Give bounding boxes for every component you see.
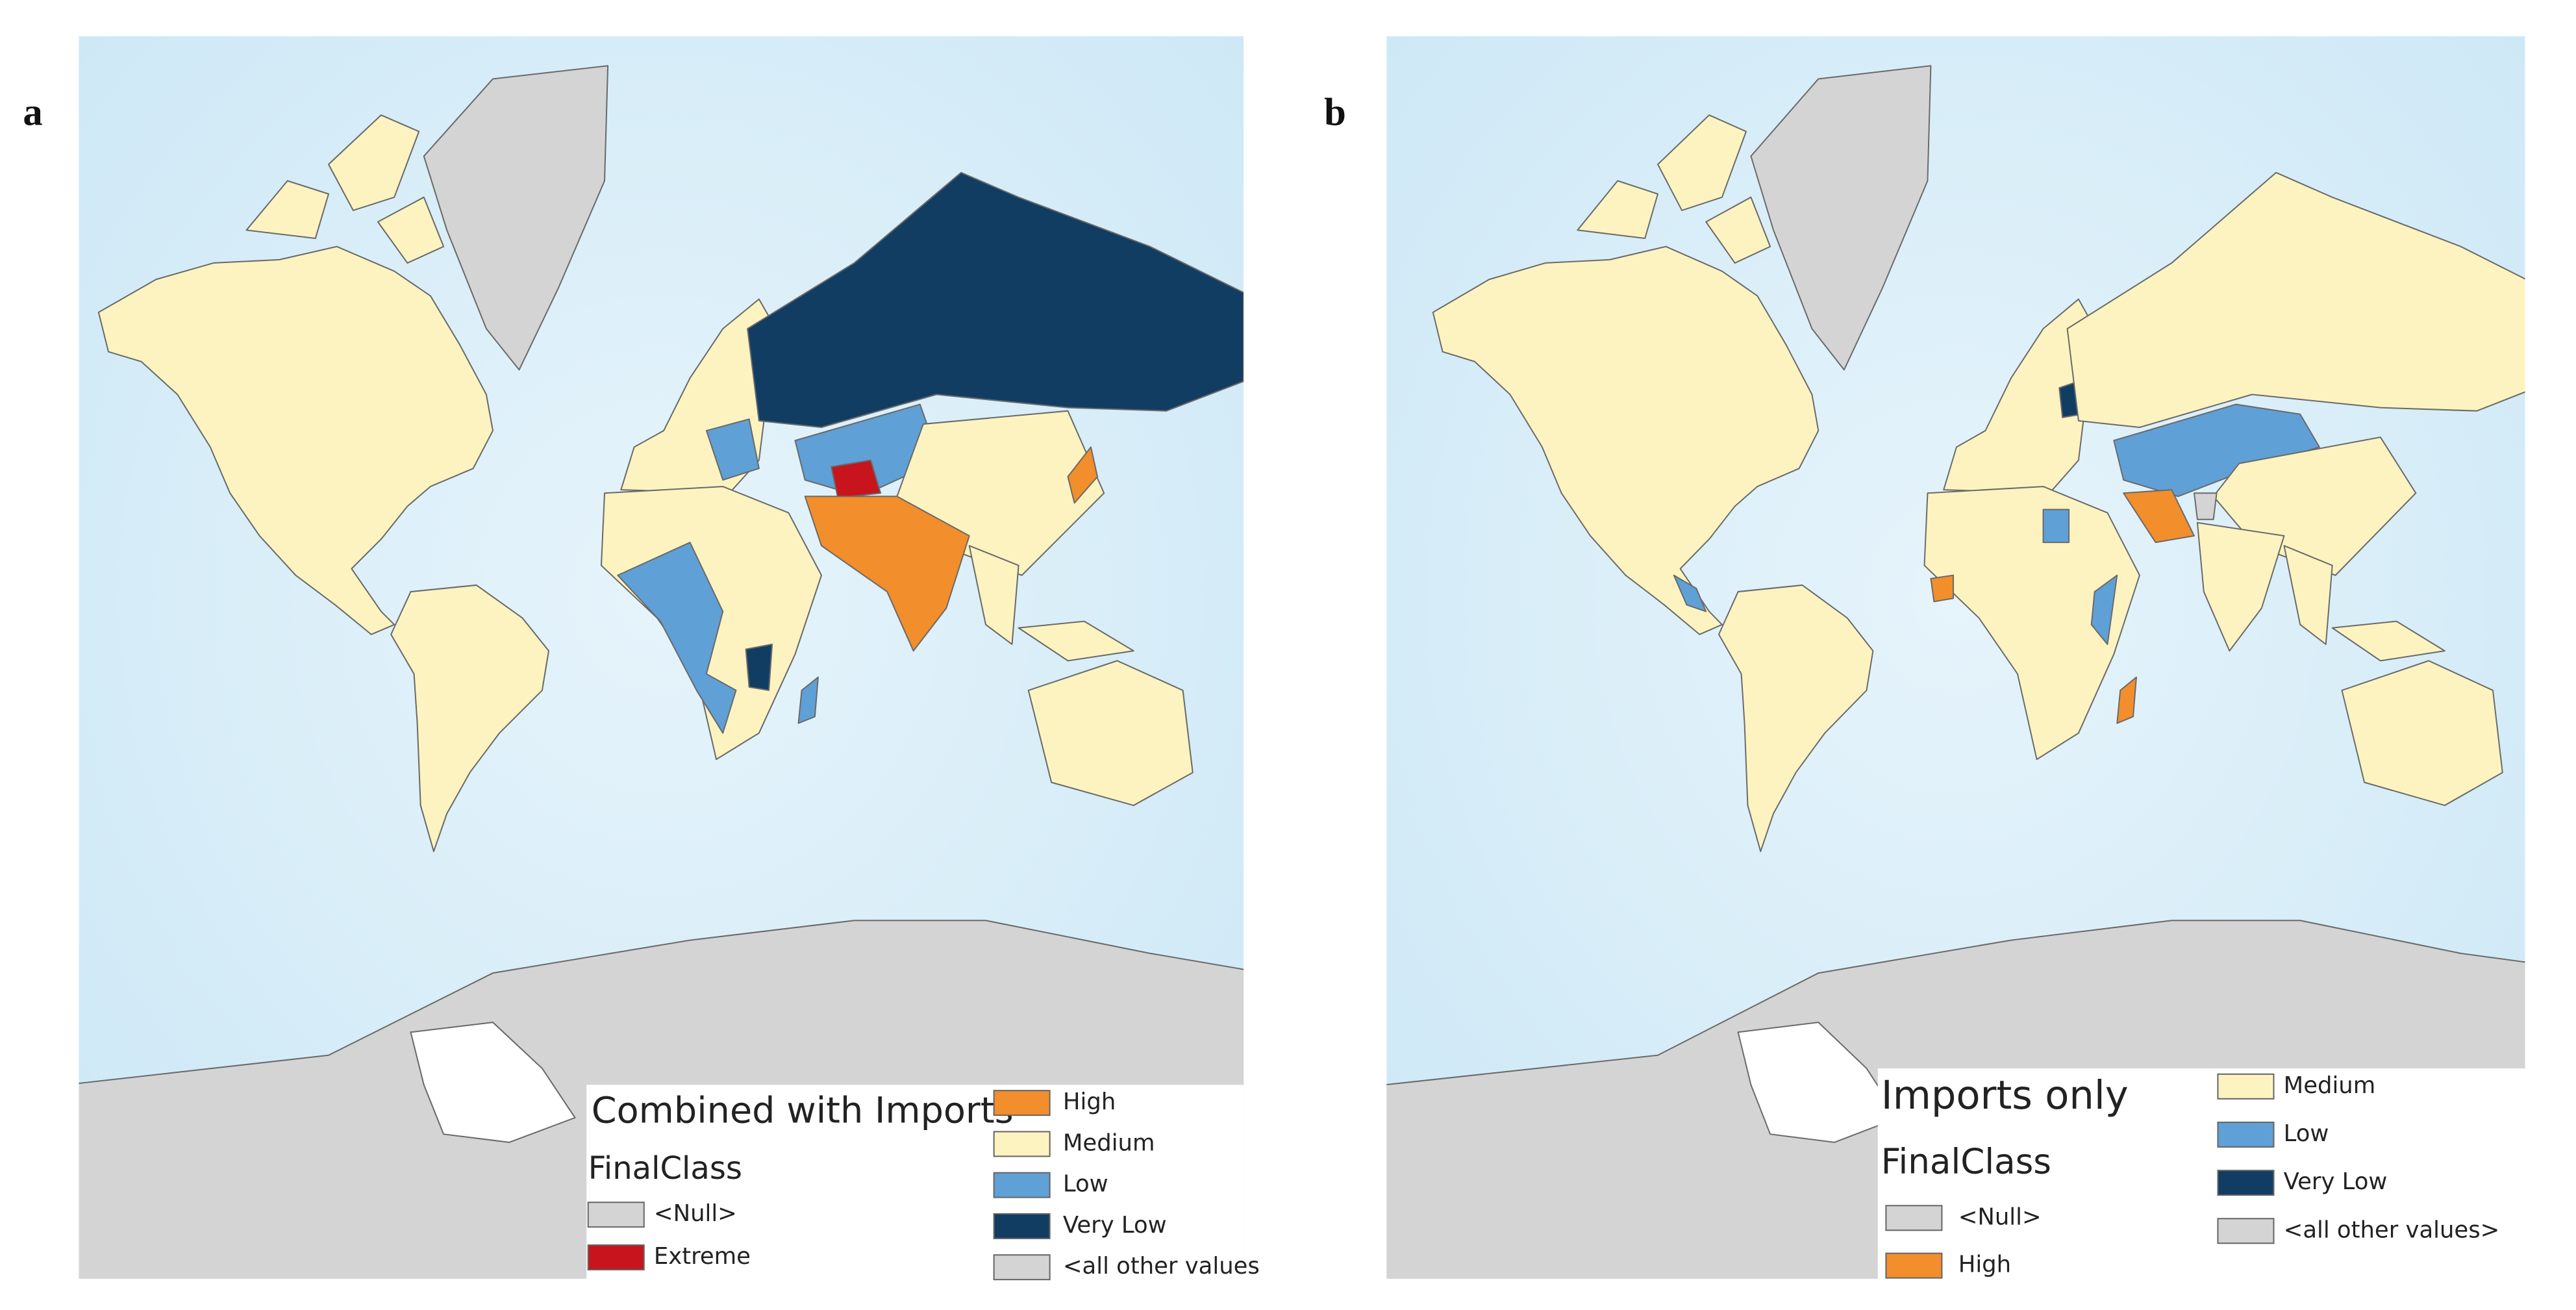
southeast-asia [968, 545, 1134, 662]
north-america [1432, 246, 1819, 635]
south-asia [2196, 522, 2285, 652]
turkmenistan [831, 459, 882, 499]
legend-label: Very Low [1063, 1212, 1167, 1239]
russia [2066, 171, 2525, 429]
legend-swatch [993, 1254, 1051, 1281]
legend-label: Low [1063, 1171, 1108, 1198]
ice-shelf [410, 1022, 577, 1143]
legend-swatch [2217, 1073, 2275, 1100]
legend-label: <Null> [1958, 1203, 2042, 1230]
japan [1067, 446, 1099, 504]
africa-low [2042, 509, 2118, 646]
australia [1027, 660, 1194, 807]
legend-swatch [1885, 1205, 1943, 1231]
legend-label: Extreme [654, 1243, 751, 1270]
legend-label: <all other values [1063, 1253, 1260, 1279]
africa-low [617, 542, 737, 734]
central-asia [794, 403, 941, 498]
map-a [79, 36, 1244, 1279]
south-america [390, 584, 550, 852]
panel-label: a [23, 90, 42, 134]
legend-title: Imports only [1881, 1073, 2129, 1118]
legend-swatch [2217, 1218, 2275, 1244]
legend-label: Very Low [2284, 1168, 2388, 1195]
australia [2341, 660, 2503, 807]
legend-swatch [993, 1090, 1051, 1116]
greenland [423, 65, 609, 371]
legend-box [1877, 1068, 2525, 1279]
legend-swatch [993, 1131, 1051, 1157]
legend-label: <Null> [654, 1200, 737, 1227]
legend-label: Medium [1063, 1129, 1155, 1156]
iran [2123, 489, 2195, 544]
legend-label: Low [2284, 1120, 2329, 1147]
null-area [2193, 492, 2218, 520]
legend-label: Medium [2284, 1072, 2376, 1099]
arctic-islands [1577, 114, 1771, 264]
ice-shelf [1737, 1022, 1900, 1143]
legend-field: FinalClass [588, 1150, 742, 1187]
legend-box [586, 1085, 1244, 1279]
greenland [1750, 65, 1932, 371]
legend-swatch [1885, 1252, 1943, 1279]
legend-swatch [993, 1213, 1051, 1239]
madagascar [2116, 676, 2137, 724]
legend-swatch [587, 1244, 645, 1271]
panel-label: b [1324, 90, 1346, 134]
legend-swatch [587, 1202, 645, 1228]
legend-label: High [1958, 1252, 2011, 1278]
legend-title: Combined with Imports [592, 1089, 1014, 1131]
south-america [1718, 584, 1874, 852]
legend-swatch [2217, 1121, 2275, 1148]
africa-verylow [745, 644, 773, 691]
legend-swatch [993, 1172, 1051, 1198]
east-europe [705, 418, 760, 481]
europe [1943, 298, 2105, 494]
madagascar [797, 676, 819, 724]
legend-label: High [1063, 1089, 1116, 1115]
southeast-asia [2283, 545, 2445, 662]
legend-field: FinalClass [1881, 1141, 2051, 1181]
west-africa [1930, 574, 1955, 603]
russia [747, 171, 1244, 429]
south-asia [804, 496, 970, 652]
africa [1923, 486, 2140, 761]
legend-label: <all other values> [2284, 1216, 2500, 1243]
legend-swatch [2217, 1170, 2275, 1196]
north-america [97, 246, 494, 635]
arctic-islands [245, 114, 445, 264]
central-america [1673, 574, 1707, 612]
